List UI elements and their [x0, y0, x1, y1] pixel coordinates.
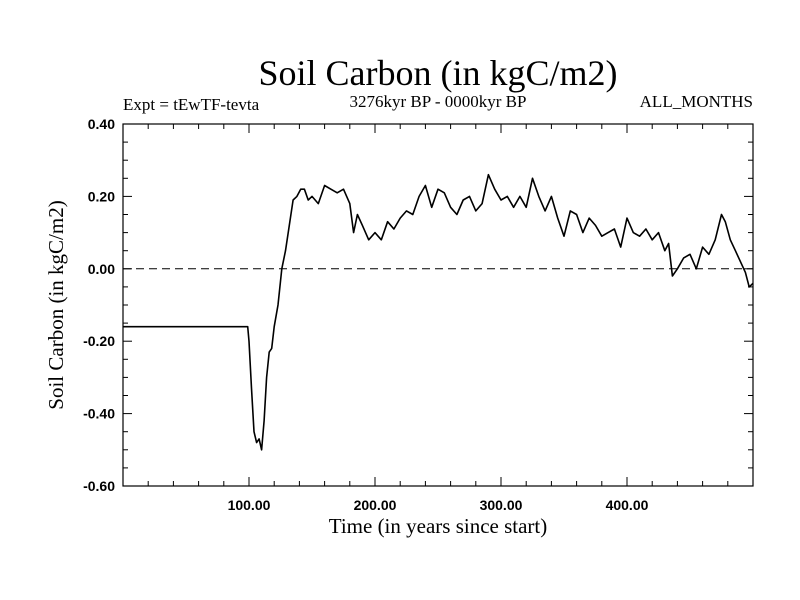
x-tick-label: 400.00 — [606, 497, 649, 513]
plot-frame — [122, 123, 754, 487]
x-tick-label: 100.00 — [228, 497, 271, 513]
y-tick-label: 0.00 — [88, 261, 115, 277]
y-tick-label: -0.40 — [83, 406, 115, 422]
chart-title: Soil Carbon (in kgC/m2) — [259, 53, 618, 93]
y-tick-label: -0.20 — [83, 333, 115, 349]
experiment-label: Expt = tEwTF-tevta — [123, 95, 260, 114]
series-line-soil-carbon — [123, 173, 754, 451]
months-label: ALL_MONTHS — [640, 92, 753, 111]
x-axis-label: Time (in years since start) — [329, 514, 548, 538]
x-tick-label: 300.00 — [480, 497, 523, 513]
y-axis-label: Soil Carbon (in kgC/m2) — [44, 200, 68, 409]
y-tick-label: -0.60 — [83, 478, 115, 494]
y-tick-label: 0.40 — [88, 116, 115, 132]
time-range-label: 3276kyr BP - 0000kyr BP — [350, 92, 527, 111]
y-tick-label: 0.20 — [88, 188, 115, 204]
plot-area: 100.00 200.00 300.00 400.00 -0.60 -0.40 -0.20 0… — [83, 116, 754, 513]
x-tick-label: 200.00 — [354, 497, 397, 513]
